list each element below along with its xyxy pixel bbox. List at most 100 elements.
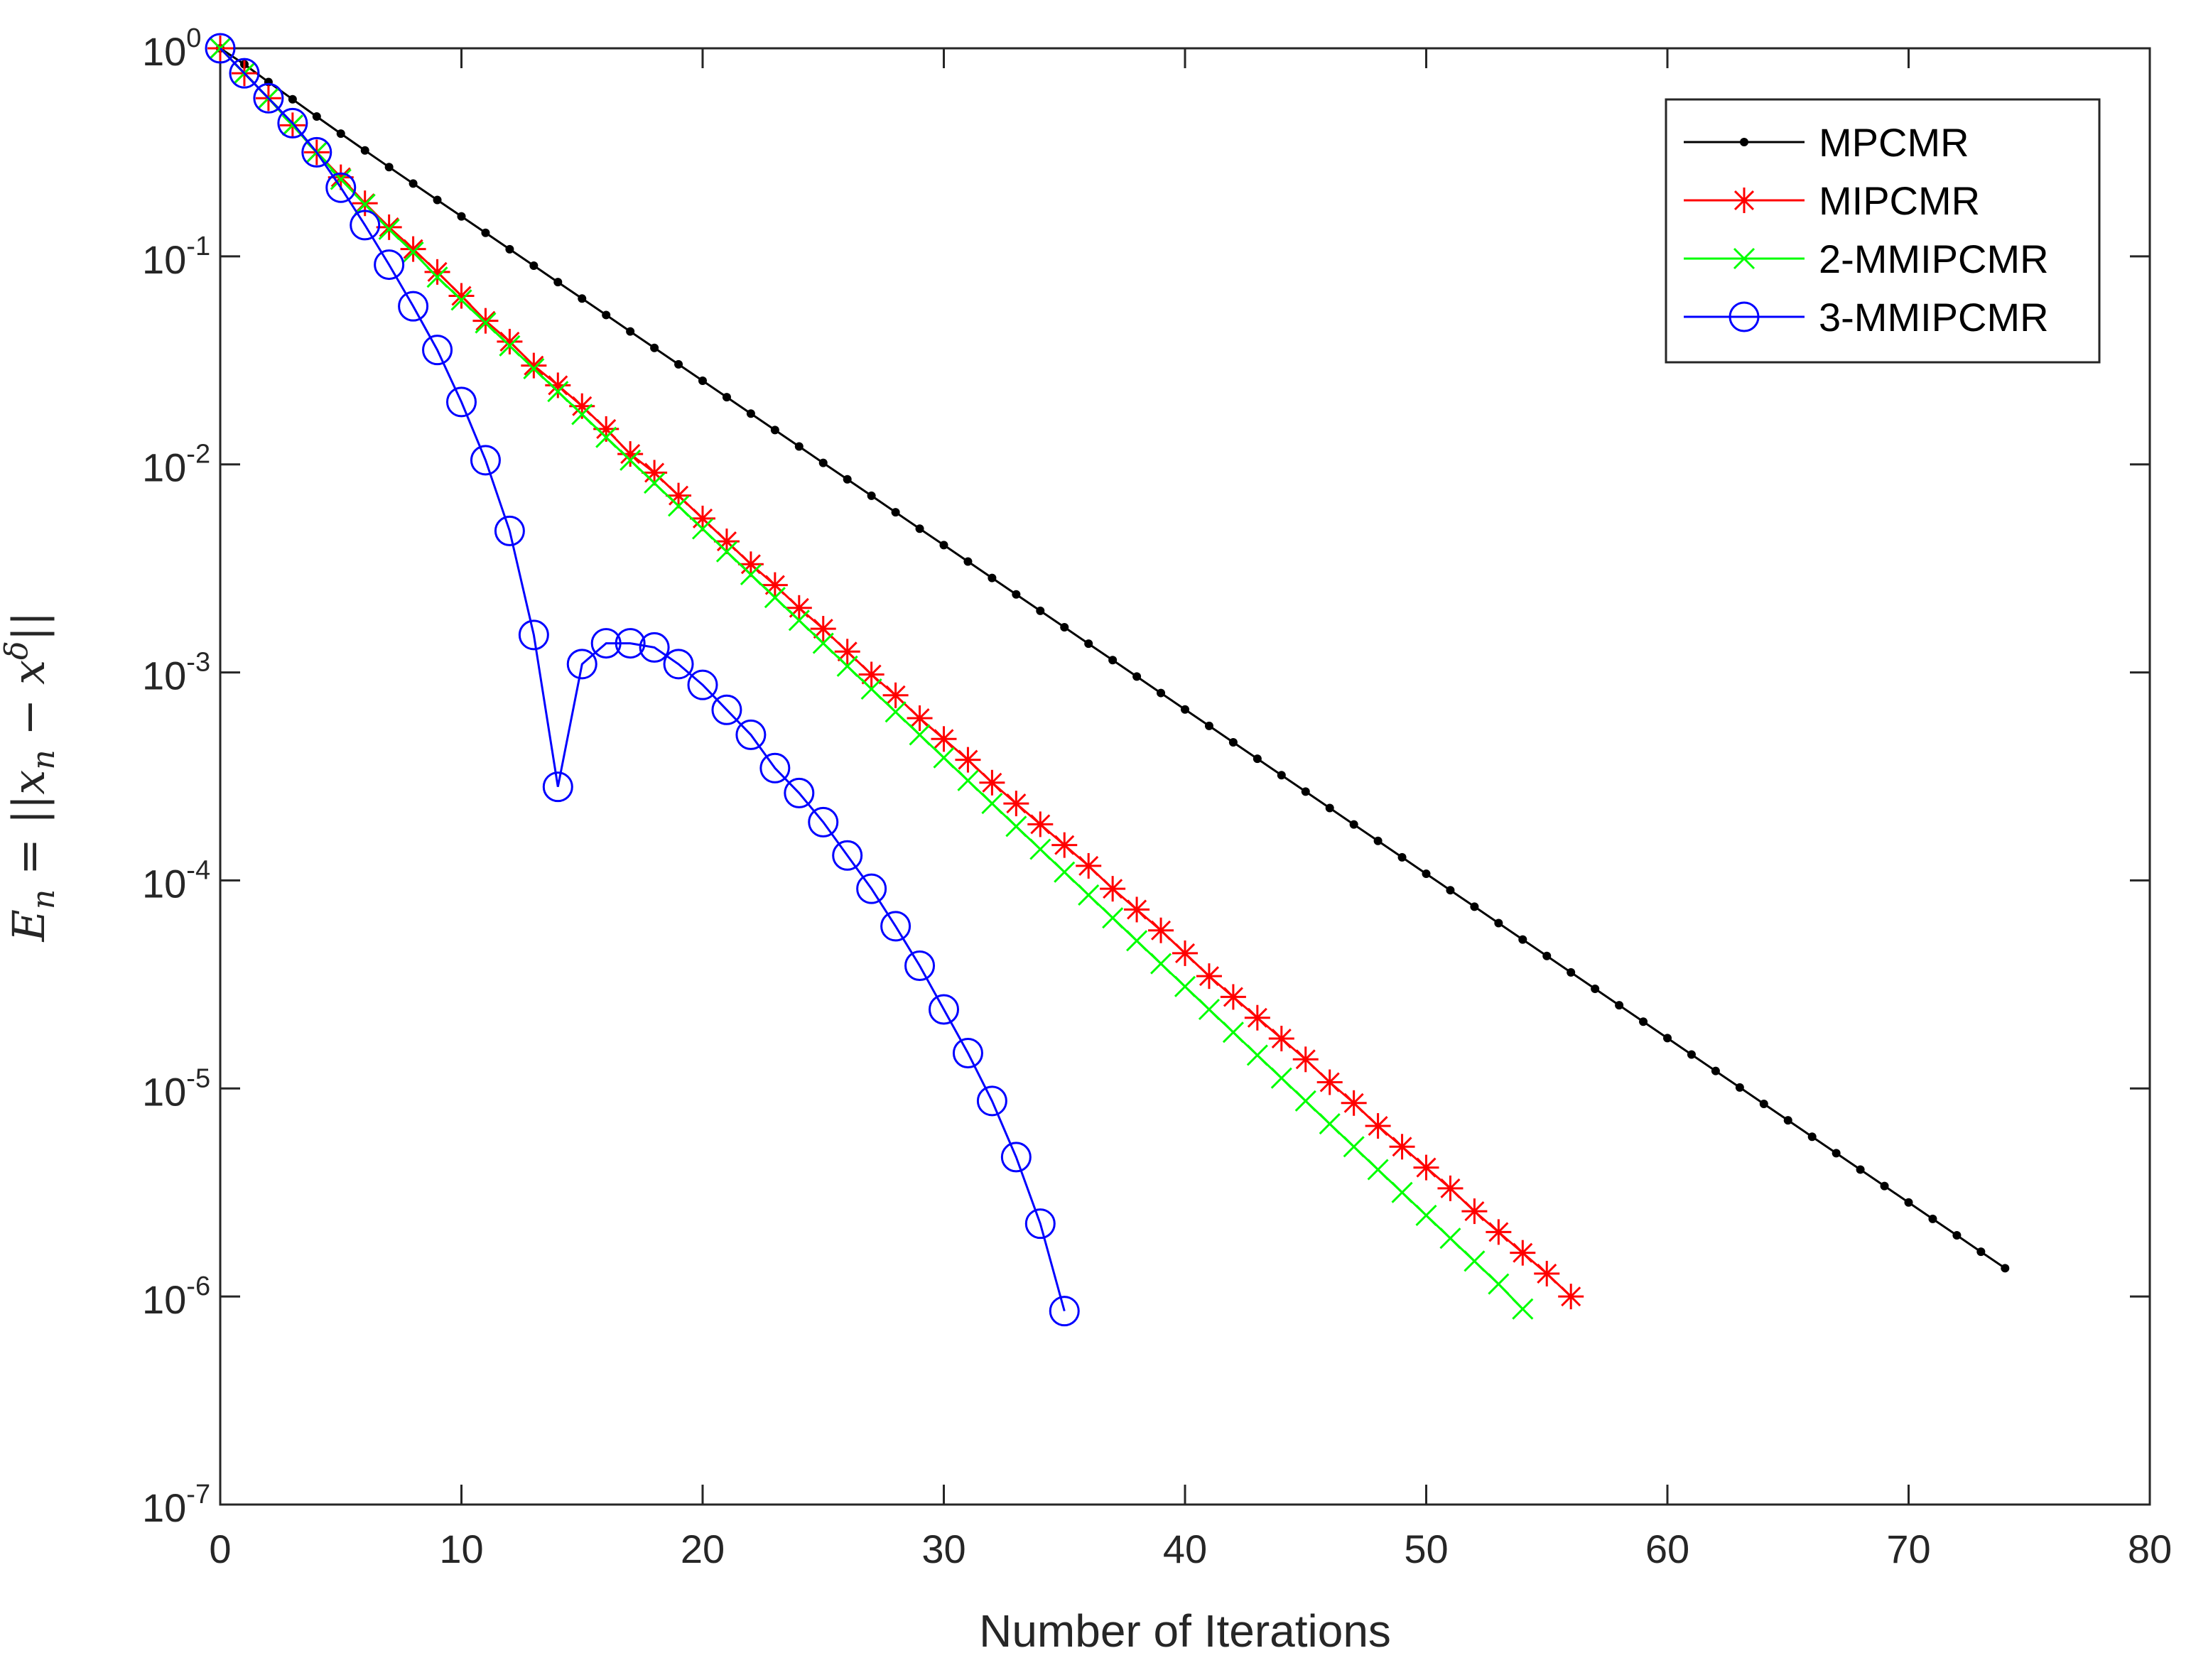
data-point <box>836 655 858 677</box>
data-point <box>1759 1099 1768 1108</box>
data-point <box>475 312 497 334</box>
data-point <box>644 472 666 494</box>
data-point <box>1244 1004 1270 1031</box>
legend-item: 3-MMIPCMR <box>1684 295 2049 340</box>
x-tick-label: 70 <box>1886 1527 1930 1571</box>
data-point <box>1204 721 1213 730</box>
data-point <box>457 212 466 221</box>
data-point <box>1108 656 1118 665</box>
data-point <box>360 146 369 155</box>
data-point <box>1325 803 1334 813</box>
data-point <box>1268 1026 1294 1051</box>
data-point <box>1663 1034 1672 1043</box>
data-point <box>398 291 429 322</box>
x-axis-title: Number of Iterations <box>979 1605 1391 1657</box>
data-point <box>1051 832 1078 858</box>
data-point <box>1060 623 1069 632</box>
data-point <box>860 678 882 700</box>
data-point <box>979 769 1005 796</box>
data-point <box>1687 1050 1696 1059</box>
legend: MPCMR MIPCMR 2-MMIPCMR 3-MMIPCMR <box>1665 98 2101 364</box>
data-point <box>602 310 611 320</box>
data-point <box>1270 1067 1292 1089</box>
data-point <box>1012 590 1021 599</box>
data-point <box>1512 1298 1534 1320</box>
data-point <box>810 616 836 642</box>
data-point <box>325 172 357 203</box>
data-point <box>915 524 924 533</box>
data-point <box>770 426 779 435</box>
y-tick-label: 10-7 <box>142 1480 210 1530</box>
data-point <box>740 563 762 585</box>
data-point <box>856 873 887 904</box>
y-tick-label: 10-4 <box>142 855 210 906</box>
data-point <box>1464 1250 1486 1272</box>
data-point <box>1486 1219 1512 1245</box>
data-point <box>350 210 381 241</box>
y-axis-title: En = ||xn − xδ|| <box>0 612 62 943</box>
data-point <box>1615 1001 1624 1010</box>
data-point <box>547 381 569 403</box>
data-point <box>595 426 617 448</box>
data-point <box>1029 838 1051 860</box>
data-point <box>843 475 852 484</box>
data-point <box>1132 672 1142 681</box>
data-point <box>1365 1113 1391 1139</box>
data-point <box>626 327 635 336</box>
data-point <box>1157 688 1166 698</box>
series-line <box>219 47 1066 1311</box>
x-tick-label: 50 <box>1404 1527 1448 1571</box>
data-point <box>1222 1021 1244 1044</box>
data-point <box>690 505 715 531</box>
data-point <box>1084 639 1093 649</box>
data-point <box>794 442 804 451</box>
data-point <box>1036 606 1045 615</box>
data-point <box>277 107 308 139</box>
data-point <box>422 335 453 366</box>
data-point <box>880 911 911 942</box>
data-point <box>1534 1260 1560 1286</box>
data-point <box>666 482 692 509</box>
x-tick-label: 80 <box>2128 1527 2172 1571</box>
data-point <box>1319 1113 1341 1135</box>
data-point <box>553 278 563 287</box>
data-point <box>713 529 740 555</box>
data-point <box>1373 836 1383 845</box>
data-point <box>933 747 955 769</box>
data-point <box>615 628 646 659</box>
data-point <box>590 628 622 659</box>
data-point <box>955 747 981 773</box>
data-point <box>1446 886 1455 895</box>
data-point <box>762 572 788 598</box>
series-2-mmipcmr <box>209 37 1534 1320</box>
data-point <box>521 352 547 379</box>
legend-box <box>1665 98 2101 364</box>
data-point <box>1126 930 1148 952</box>
data-point <box>1397 852 1407 862</box>
data-point <box>1488 1273 1510 1295</box>
data-point <box>737 551 764 578</box>
data-point <box>1735 1083 1744 1092</box>
y-tick-label: 10-6 <box>142 1272 210 1322</box>
data-point <box>378 218 400 240</box>
data-point <box>529 261 539 271</box>
data-point <box>1783 1116 1792 1125</box>
data-point <box>867 491 876 500</box>
data-point <box>1952 1231 1962 1240</box>
data-point <box>354 193 376 215</box>
data-point <box>1198 998 1221 1021</box>
data-point <box>1807 1132 1817 1142</box>
legend-item: MIPCMR <box>1684 178 1980 223</box>
data-point <box>1415 1204 1437 1226</box>
data-point <box>523 357 545 380</box>
data-point <box>402 241 424 264</box>
data-point <box>1003 791 1029 817</box>
data-point <box>891 508 900 517</box>
data-point <box>374 249 405 281</box>
data-point <box>1558 1284 1584 1310</box>
x-tick-label: 10 <box>439 1527 483 1571</box>
data-point <box>617 441 644 467</box>
data-point <box>674 359 683 369</box>
data-point <box>1591 985 1600 994</box>
